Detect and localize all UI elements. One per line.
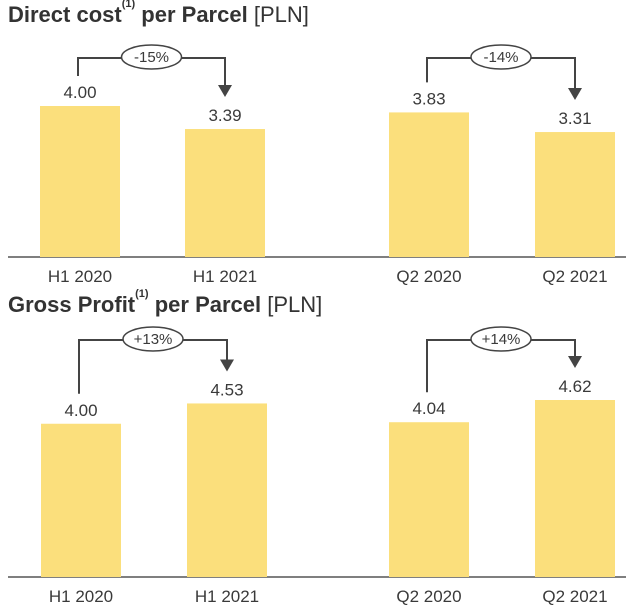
x-tick-label: Q2 2021 xyxy=(542,587,607,606)
data-label: 4.00 xyxy=(64,401,97,420)
title-superscript: (1) xyxy=(121,0,136,10)
x-tick-label: Q2 2020 xyxy=(396,587,461,606)
bar-h1-2020 xyxy=(41,423,121,577)
change-badge xyxy=(122,326,184,352)
chart-title-direct-cost: Direct cost(1) per Parcel [PLN] xyxy=(8,0,309,28)
x-tick-label: H1 2020 xyxy=(48,267,112,286)
bar-q2-2020 xyxy=(389,422,469,577)
bar-h1-2020 xyxy=(40,106,120,257)
arrow-down-icon xyxy=(218,85,232,98)
change-label: -15% xyxy=(134,49,169,66)
data-label: 4.62 xyxy=(558,377,591,396)
data-label: 4.53 xyxy=(210,380,243,399)
x-tick-label: H1 2021 xyxy=(193,267,257,286)
change-badge xyxy=(470,326,532,352)
title-unit: [PLN] xyxy=(253,2,309,27)
x-tick-label: H1 2020 xyxy=(49,587,113,606)
chart-1: 4.00 H1 2020 4.53 H1 2021 4.04 Q2 2020 4.62 Q2 … xyxy=(8,326,626,606)
data-label: 3.83 xyxy=(412,89,445,108)
data-label: 3.39 xyxy=(208,106,241,125)
data-label: 3.31 xyxy=(558,109,591,128)
title-unit: [PLN] xyxy=(267,292,323,317)
x-tick-label: Q2 2021 xyxy=(542,267,607,286)
data-label: 4.04 xyxy=(412,399,445,418)
bar-q2-2021 xyxy=(535,132,615,257)
title-suffix: per Parcel xyxy=(141,2,248,27)
change-label: +13% xyxy=(134,331,173,348)
change-label: -14% xyxy=(483,49,518,66)
change-badge xyxy=(120,44,183,70)
arrow-down-icon xyxy=(568,356,582,368)
x-tick-label: H1 2021 xyxy=(195,587,259,606)
title-main: Gross Profit xyxy=(8,292,136,317)
x-tick-label: Q2 2020 xyxy=(396,267,461,286)
chart-title-gross-profit: Gross Profit(1) per Parcel [PLN] xyxy=(8,288,323,318)
bar-q2-2020 xyxy=(389,112,469,257)
title-suffix: per Parcel xyxy=(154,292,262,317)
chart-0: 4.00 H1 2020 3.39 H1 2021 3.83 Q2 2020 3.31 Q2 … xyxy=(8,44,626,286)
bar-q2-2021 xyxy=(535,400,615,577)
arrow-down-icon xyxy=(568,88,582,101)
data-label: 4.00 xyxy=(63,83,96,102)
title-main: Direct cost xyxy=(8,2,122,27)
bar-h1-2021 xyxy=(185,129,265,257)
change-label: +14% xyxy=(482,331,521,348)
change-badge xyxy=(470,44,532,70)
title-superscript: (1) xyxy=(135,288,149,300)
arrow-down-icon xyxy=(220,359,234,372)
bar-h1-2021 xyxy=(187,403,267,577)
